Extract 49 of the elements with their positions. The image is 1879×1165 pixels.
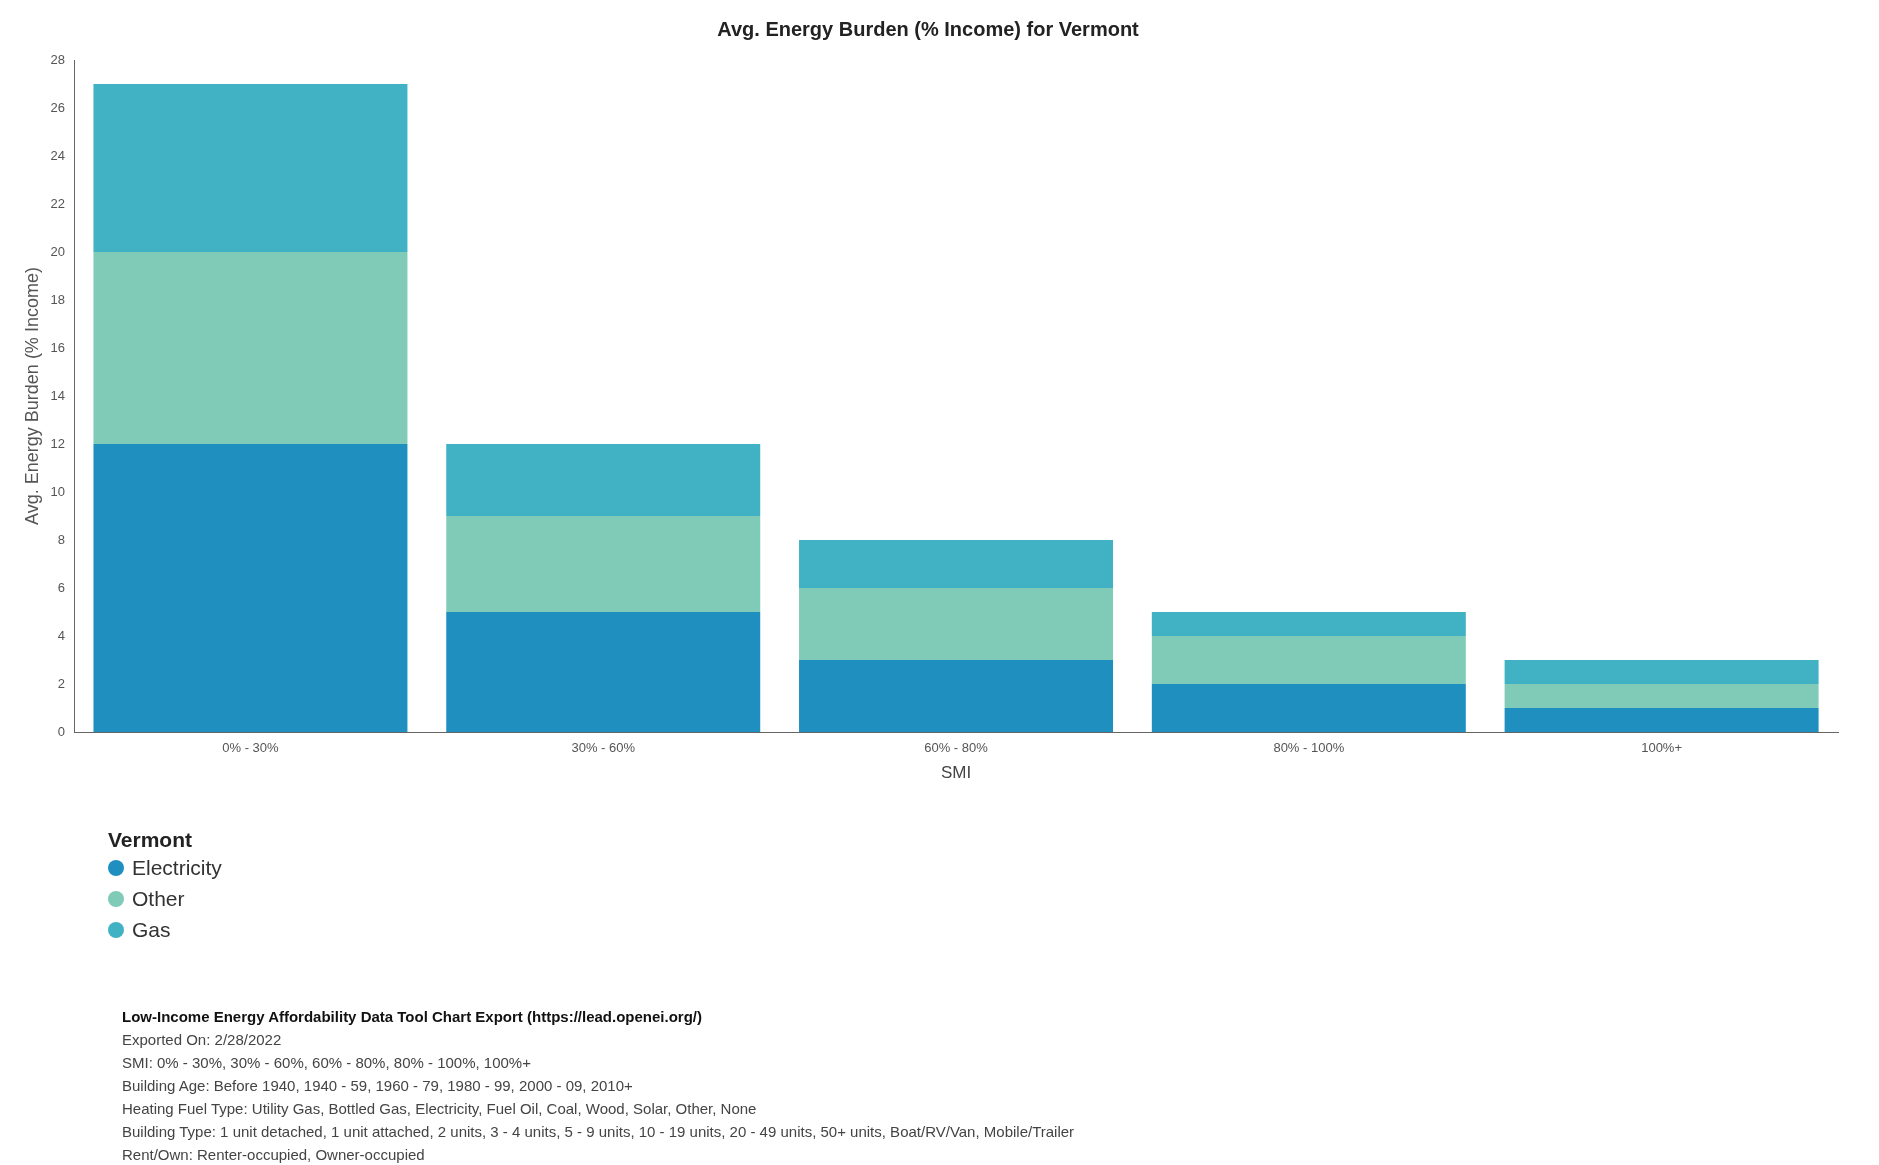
x-tick-label: 100%+ bbox=[1641, 740, 1683, 756]
bar bbox=[93, 444, 408, 732]
text: SMI: 0% - 30%, 30% - 60%, 60% - 80%, 80% - 100%, 100%+ bbox=[122, 1053, 532, 1073]
bar bbox=[1504, 660, 1819, 684]
x-tick-label: 60% - 80% bbox=[924, 740, 989, 756]
y-tick-label: 18 bbox=[50, 291, 66, 307]
y-axis-title: Avg. Energy Burden (% Income) bbox=[21, 267, 42, 525]
y-tick-label: 20 bbox=[50, 243, 66, 259]
text: Exported On: 2/28/2022 bbox=[122, 1030, 283, 1050]
legend-label: Electricity bbox=[132, 855, 222, 881]
x-axis-title: SMI bbox=[940, 763, 972, 783]
x-tick-label: 80% - 100% bbox=[1273, 740, 1345, 756]
bar bbox=[799, 588, 1114, 660]
bar bbox=[1151, 636, 1466, 684]
bar bbox=[799, 660, 1114, 732]
text: Rent/Own: Renter-occupied, Owner-occupied bbox=[122, 1145, 426, 1165]
bar bbox=[93, 252, 408, 444]
text: Low-Income Energy Affordability Data Tool Chart Export (https://lead.openei.org/) bbox=[122, 1007, 704, 1027]
y-tick-label: 10 bbox=[50, 483, 66, 499]
bar bbox=[446, 444, 761, 516]
y-tick-label: 0 bbox=[57, 723, 66, 739]
chart-title: Avg. Energy Burden (% Income) for Vermont bbox=[717, 17, 1140, 40]
y-tick-label: 6 bbox=[57, 579, 66, 595]
x-tick-label: 30% - 60% bbox=[571, 740, 636, 756]
y-tick-label: 2 bbox=[57, 675, 66, 691]
y-tick-label: 14 bbox=[50, 387, 66, 403]
bar bbox=[446, 612, 761, 732]
bar bbox=[1151, 684, 1466, 732]
bar bbox=[446, 516, 761, 612]
bar bbox=[1151, 612, 1466, 636]
bar bbox=[1504, 684, 1819, 708]
y-tick-label: 16 bbox=[50, 339, 66, 355]
y-tick-label: 4 bbox=[57, 627, 66, 643]
legend-label: Gas bbox=[132, 917, 171, 943]
legend-label: Other bbox=[132, 886, 185, 912]
bar bbox=[93, 84, 408, 252]
bar bbox=[799, 540, 1114, 588]
y-tick-label: 28 bbox=[50, 51, 66, 67]
y-tick-label: 8 bbox=[57, 531, 66, 547]
text: Building Age: Before 1940, 1940 - 59, 1960 - 79, 1980 - 99, 2000 - 09, 2010+ bbox=[122, 1076, 634, 1096]
legend-title: Vermont bbox=[108, 828, 194, 852]
x-tick-label: 0% - 30% bbox=[222, 740, 280, 756]
text: Building Type: 1 unit detached, 1 unit attached, 2 units, 3 - 4 units, 5 - 9 units, 10 - 19 units, 20 - 49 units, 50+ units, Boat/RV/Van, Mobile/Trailer bbox=[122, 1122, 1076, 1142]
y-tick-label: 12 bbox=[50, 435, 66, 451]
text: Heating Fuel Type: Utility Gas, Bottled Gas, Electricity, Fuel Oil, Coal, Wood, Solar, Other, None bbox=[122, 1099, 758, 1119]
y-tick-label: 26 bbox=[50, 99, 66, 115]
y-tick-label: 22 bbox=[50, 195, 66, 211]
bar bbox=[1504, 708, 1819, 732]
y-tick-label: 24 bbox=[50, 147, 66, 163]
